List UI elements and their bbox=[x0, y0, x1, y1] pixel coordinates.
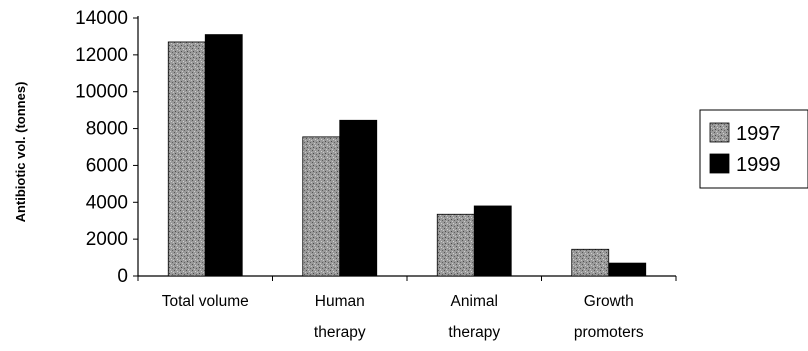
legend-label-1999: 1999 bbox=[736, 154, 781, 176]
x-tick-label-line: Growth bbox=[584, 293, 634, 310]
x-tick-label: Growth promoters bbox=[574, 293, 644, 341]
x-tick-label-line: Human bbox=[315, 293, 365, 310]
x-tick-label-line: therapy bbox=[448, 324, 500, 341]
x-tick-label: Human therapy bbox=[314, 293, 366, 341]
y-tick-label: 4000 bbox=[86, 192, 128, 213]
bar-1999-3 bbox=[608, 262, 647, 277]
bar-1997-3 bbox=[571, 248, 610, 277]
y-tick-label: 0 bbox=[117, 266, 128, 287]
bar-1999-2 bbox=[473, 205, 512, 277]
x-tick-label: Animal therapy bbox=[448, 293, 500, 341]
y-tick-label: 8000 bbox=[86, 119, 128, 140]
x-tick-label-line: Animal bbox=[451, 293, 498, 310]
legend-swatch-1997 bbox=[709, 122, 730, 143]
x-tick-label: Total volume bbox=[162, 293, 249, 310]
y-tick-label: 6000 bbox=[86, 155, 128, 176]
legend-label-1997: 1997 bbox=[736, 123, 781, 145]
x-tick-label-line: promoters bbox=[574, 324, 644, 341]
bar-1997-1 bbox=[302, 136, 341, 277]
y-tick-label: 14000 bbox=[75, 8, 128, 29]
x-tick-label-line: Total volume bbox=[162, 293, 249, 310]
bar-1999-0 bbox=[204, 34, 243, 277]
legend-box bbox=[699, 109, 808, 189]
y-tick-label: 2000 bbox=[86, 229, 128, 250]
legend-swatch-1999 bbox=[709, 153, 730, 174]
bar-1997-0 bbox=[167, 41, 206, 277]
bar-1997-2 bbox=[436, 213, 475, 277]
y-axis-title: Antibiotic vol. (tonnes) bbox=[13, 82, 28, 223]
x-tick-label-line: therapy bbox=[314, 324, 366, 341]
bar-1999-1 bbox=[339, 119, 378, 277]
y-tick-label: 12000 bbox=[75, 45, 128, 66]
y-tick-label: 10000 bbox=[75, 82, 128, 103]
